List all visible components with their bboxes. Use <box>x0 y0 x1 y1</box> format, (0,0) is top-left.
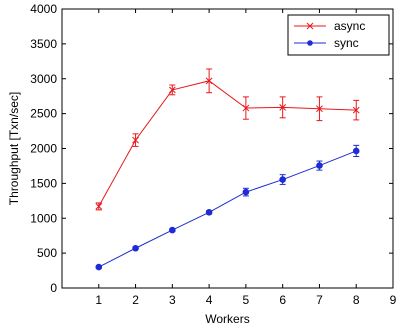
x-marker-stroke <box>168 86 176 94</box>
y-tick-label: 1000 <box>30 211 57 225</box>
x-marker-stroke <box>95 203 103 210</box>
legend-marker-async <box>306 22 314 30</box>
data-point-async <box>279 103 287 111</box>
series-line-async <box>98 80 357 207</box>
x-marker-stroke <box>242 104 250 112</box>
series-sync <box>95 144 360 271</box>
data-point-sync <box>205 209 213 216</box>
x-marker-stroke <box>132 136 139 144</box>
data-point-async <box>95 203 103 210</box>
data-point-async <box>205 77 213 85</box>
legend: async sync <box>287 14 390 56</box>
data-point-sync <box>169 226 176 234</box>
x-tick-label: 1 <box>95 293 102 307</box>
x-tick-label: 4 <box>206 293 213 307</box>
axes-layer: 0 500 1000 1500 2000 2500 3000 3500 4000 1 2 3 4 5 6 7 8… <box>30 2 396 307</box>
legend-box <box>287 14 390 56</box>
data-point-sync <box>132 244 139 252</box>
y-axis-label: Throughput [Txn/sec] <box>7 92 21 205</box>
data-point-async <box>242 104 250 112</box>
data-point-sync <box>242 188 250 196</box>
y-tick-label: 0 <box>50 281 57 295</box>
legend-entry-sync: sync <box>334 36 359 50</box>
y-tick-label: 2000 <box>30 142 57 156</box>
x-tick-label: 3 <box>169 293 176 307</box>
y-tick-label: 3000 <box>30 72 57 86</box>
legend-marker-sync <box>307 40 313 46</box>
x-tick-label: 2 <box>132 293 139 307</box>
x-axis-label: Workers <box>205 312 249 326</box>
data-point-async <box>132 136 139 144</box>
plot-layer <box>95 68 360 271</box>
y-tick-label: 2500 <box>30 107 57 121</box>
data-point-async <box>316 105 323 113</box>
data-point-sync <box>352 147 360 155</box>
data-point-async <box>168 86 176 94</box>
series-line-sync <box>98 150 357 268</box>
data-point-sync <box>316 162 323 169</box>
x-marker-stroke <box>205 77 213 85</box>
legend-entry-async: async <box>334 19 365 33</box>
data-point-sync <box>95 263 103 271</box>
series-async <box>95 68 360 211</box>
x-marker-stroke <box>352 106 360 114</box>
y-tick-label: 4000 <box>30 2 57 16</box>
x-tick-label: 5 <box>243 293 250 307</box>
x-tick-label: 7 <box>316 293 323 307</box>
y-tick-label: 500 <box>37 246 57 260</box>
x-marker-stroke <box>316 105 323 113</box>
x-tick-label: 8 <box>353 293 360 307</box>
y-tick-label: 1500 <box>30 176 57 190</box>
x-tick-label: 9 <box>390 293 397 307</box>
x-tick-label: 6 <box>279 293 286 307</box>
y-tick-label: 3500 <box>30 37 57 51</box>
data-point-sync <box>279 176 286 183</box>
data-point-async <box>352 106 360 114</box>
x-marker-stroke <box>279 103 287 111</box>
